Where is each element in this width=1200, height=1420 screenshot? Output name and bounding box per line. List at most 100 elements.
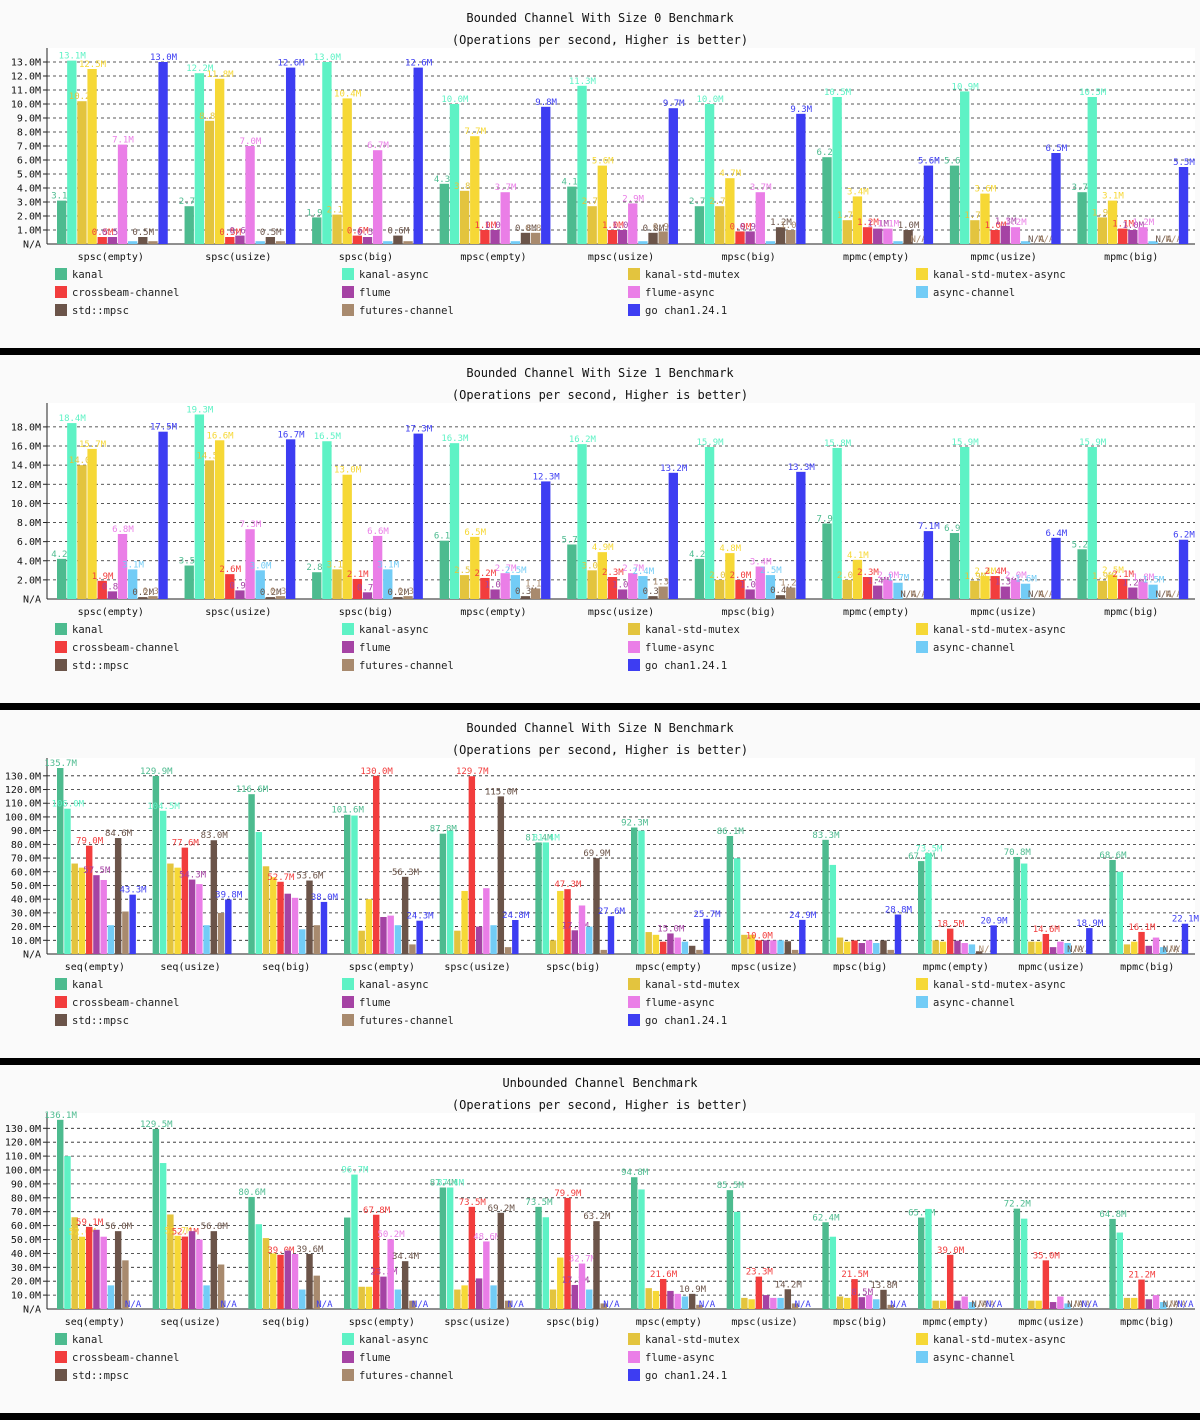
bar [127,241,138,244]
bar [1013,1208,1021,1309]
data-label: 0.3M [142,587,164,597]
legend-label: kanal [72,624,104,636]
bar [1035,941,1042,954]
legend-label: flume-async [645,997,715,1009]
bar [658,231,668,244]
bar [97,237,107,244]
bar-group: 64.8M 21.2M N/AN/AN/A [1099,1210,1194,1310]
legend-swatch [342,268,354,280]
bar [270,877,277,954]
bar [1010,579,1021,599]
data-label: 48.6M [473,1232,501,1242]
y-tick-label: 90.0M [11,1179,41,1190]
bar [968,1302,976,1309]
data-label: 81.4M [533,833,561,843]
bar [1057,1296,1064,1309]
data-label: 81.4M [525,833,553,843]
y-tick-label: 120.0M [5,1138,41,1149]
bar [777,1297,784,1309]
bar [1077,549,1087,599]
bar [322,62,332,244]
x-tick-label: seq(big) [262,1317,310,1328]
legend-item: flume-async [628,286,715,299]
bar [387,1239,394,1309]
data-label: 129.7M [456,767,489,777]
legend-item: kanal-std-mutex [628,623,740,636]
x-tick-label: mpsc(empty) [460,607,526,618]
bar [409,1300,416,1309]
bar-group: 4.2M15.9M2.0M4.8M2.0M1.0M3.4M2.5M0.4M1.2… [689,438,815,599]
legend-item: flume-async [628,641,715,654]
bar [726,1190,734,1309]
data-label: 0.5M [219,228,241,238]
legend-item: std::mpsc [55,304,129,317]
bar [617,589,628,599]
plot-area [47,758,1195,954]
data-label: 17.3M [562,1276,590,1286]
bar [483,1241,490,1309]
bar [122,911,129,954]
data-label: 1.9M [964,572,986,582]
legend-swatch [628,1369,640,1381]
data-label: 77.6M [172,839,200,849]
data-label: 53.6M [296,872,324,882]
legend-item: std::mpsc [55,1369,129,1382]
y-tick-label: 110.0M [5,1152,41,1163]
bar [578,905,586,954]
data-label: 2.7M [495,564,517,574]
bar [504,1300,512,1309]
data-label: 0.8M [102,582,124,592]
data-label: 2.0M [1005,571,1027,581]
data-label: 2.7M [582,197,604,207]
data-label: 7.9M [817,514,839,524]
bar [564,1197,571,1309]
bar [873,228,883,244]
data-label: 23.3M [746,1268,774,1278]
bar [674,1293,681,1309]
bar [520,232,531,244]
legend-label: kanal-std-mutex-async [933,1334,1066,1346]
data-label: 0.7M [357,583,379,593]
data-label: 2.1M [347,570,369,580]
bar [628,573,638,599]
bar [1118,578,1128,599]
bar [439,183,450,244]
y-tick-label: N/A [23,950,41,961]
data-label: 0.2M [260,588,282,598]
bar [129,894,136,954]
data-label: 1.3M [653,578,675,588]
data-label: 13.0M [314,53,342,63]
data-label: 1.9M [92,572,114,582]
legend-swatch [55,1369,67,1381]
bar [1178,539,1189,599]
bar [387,915,394,954]
bar [883,228,893,244]
bar [284,893,291,954]
bar [786,587,796,599]
bar-group: 72.2M 35.0M N/AN/AN/A [1004,1200,1099,1310]
bar [114,838,122,954]
data-label: 21.6M [650,1270,678,1280]
legend-swatch [55,268,67,280]
data-label: 86.1M [717,827,745,837]
bar [352,235,363,244]
legend-swatch [342,623,354,635]
legend-swatch [628,304,640,316]
bar [275,241,286,244]
bar [520,596,531,599]
bar-group: 80.6M 39.0M 39.6M N/A [238,1188,333,1310]
legend-item: kanal-std-mutex-async [916,1333,1066,1346]
legend-swatch [342,1369,354,1381]
data-label: 10.0M [696,95,724,105]
bar [299,929,306,954]
y-tick-label: 10.0M [11,936,41,947]
legend-swatch [55,623,67,635]
bar [1086,928,1093,954]
legend-item: kanal-std-mutex [628,1333,740,1346]
legend-swatch [628,659,640,671]
bar [696,1304,703,1309]
bar [735,231,745,244]
data-label: N/A [1166,590,1183,600]
data-label: 21.5M [841,1270,869,1280]
